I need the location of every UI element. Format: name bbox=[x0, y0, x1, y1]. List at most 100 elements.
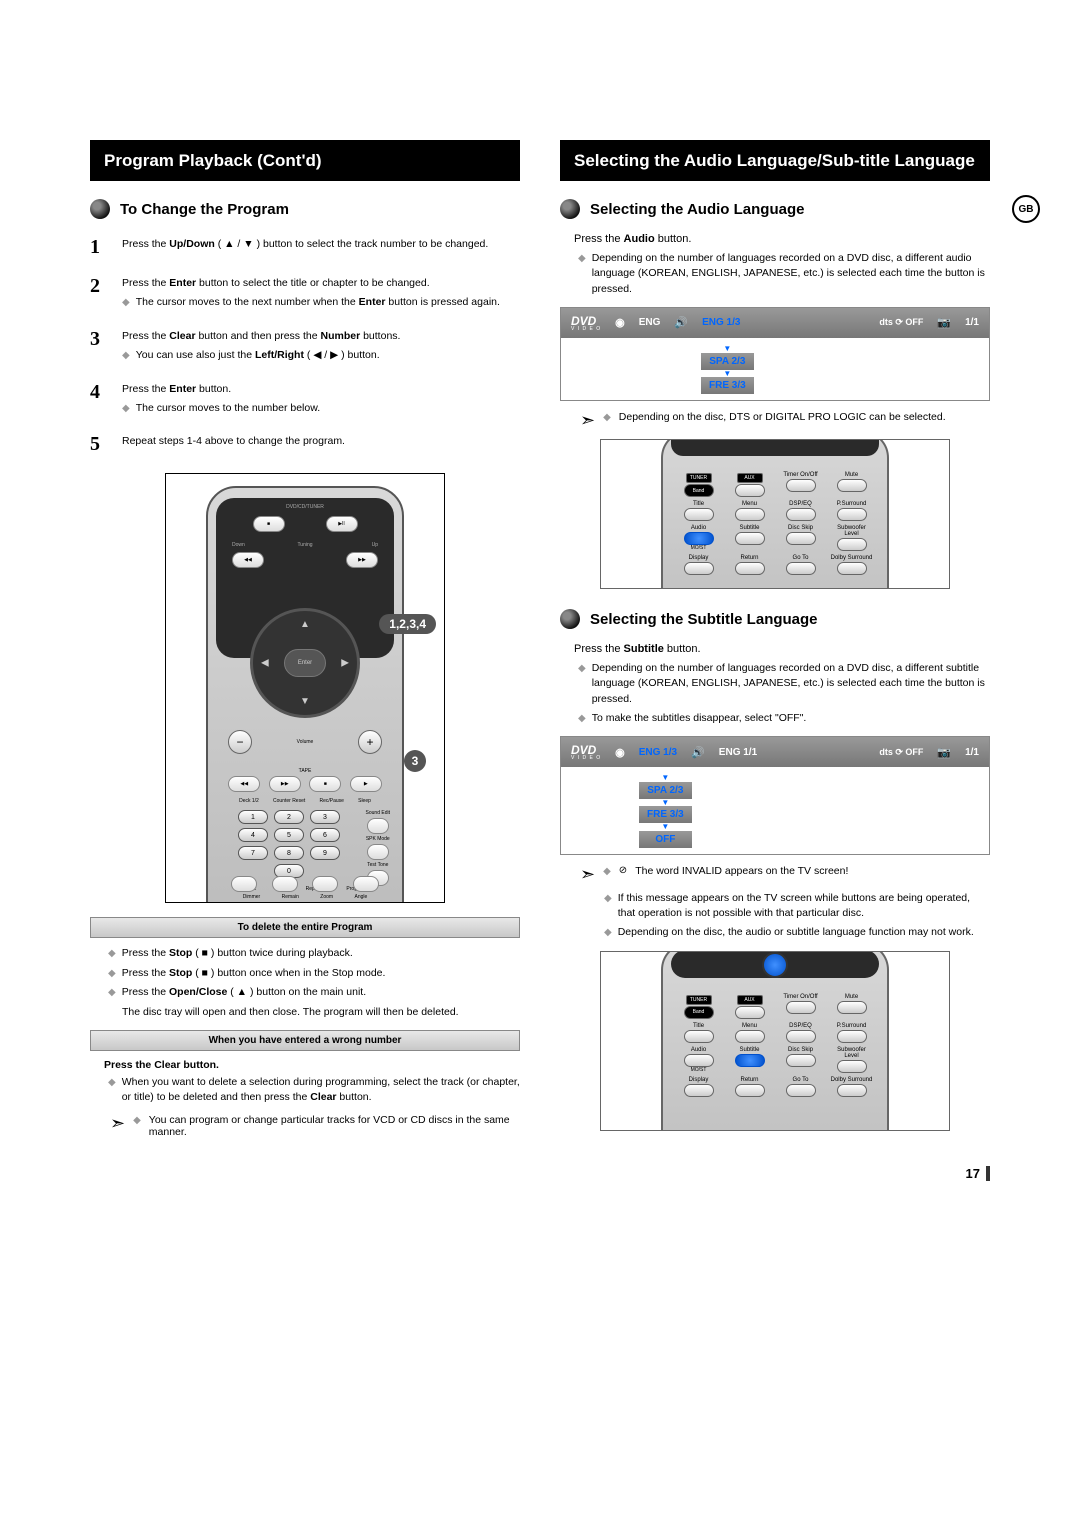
step-body: Press the Up/Down ( ▲ / ▼ ) button to se… bbox=[122, 233, 520, 262]
dpad: ▲ ▼ ◀ ▶ Enter bbox=[250, 608, 360, 718]
mini-pill bbox=[786, 562, 816, 575]
down-arrow-icon: ▼ bbox=[639, 824, 692, 830]
diamond-icon: ◆ bbox=[108, 966, 116, 982]
test-tone-label: Test Tone bbox=[367, 862, 388, 868]
num-4: 4 bbox=[238, 828, 268, 842]
callout-1234: 1,2,3,4 bbox=[379, 614, 436, 634]
right-column: Selecting the Audio Language/Sub-title L… bbox=[560, 140, 990, 1146]
tape-label: TAPE bbox=[224, 768, 386, 774]
mini-lbl: Disc Skip bbox=[788, 1047, 813, 1053]
down-arrow-icon: ▼ bbox=[701, 346, 754, 352]
remote-illustration: DVD/CD/TUNER ■ ▶II Down Tuning Up ◀◀ ▶▶ bbox=[165, 473, 445, 903]
dim-btn bbox=[272, 876, 298, 892]
remote-top-label: DVD/CD/TUNER bbox=[216, 504, 394, 510]
dim-label: Angle bbox=[354, 894, 367, 900]
left-arrow-icon: ◀ bbox=[261, 658, 269, 669]
down-arrow-icon: ▼ bbox=[300, 696, 310, 707]
dim-btn bbox=[353, 876, 379, 892]
sub-header-text: Selecting the Subtitle Language bbox=[590, 611, 818, 628]
inv-note1: If this message appears on the TV screen… bbox=[618, 891, 990, 921]
gb-badge: GB bbox=[1012, 195, 1040, 223]
deck-label: Rec/Pause bbox=[319, 798, 343, 804]
mini-remote-subtitle: TUNERBand AUX Timer On/Off Mute Title Me… bbox=[600, 951, 950, 1131]
press-clear-header: Press the Clear button. bbox=[104, 1059, 520, 1071]
num-3: 3 bbox=[310, 810, 340, 824]
invalid-text: The word INVALID appears on the TV scree… bbox=[635, 865, 848, 877]
mini-lbl: Go To bbox=[793, 1077, 809, 1083]
bullet-icon bbox=[90, 199, 110, 219]
sub-header-text: Selecting the Audio Language bbox=[590, 201, 804, 218]
note: Press the Stop ( ■ ) button once when in… bbox=[122, 966, 520, 982]
tuner-btn: TUNER bbox=[686, 473, 712, 483]
tape-rew-icon: ◀◀ bbox=[228, 776, 260, 792]
sub-note2: To make the subtitles disappear, select … bbox=[592, 711, 990, 727]
camera-icon: 📷 bbox=[937, 316, 951, 329]
stop-icon: ■ bbox=[253, 516, 285, 532]
play-pause-icon: ▶II bbox=[326, 516, 358, 532]
diamond-icon: ◆ bbox=[604, 891, 612, 921]
mini-lbl: DSP/EQ bbox=[789, 501, 812, 507]
mini-lbl: Display bbox=[689, 1077, 709, 1083]
numpad: 123 456 789 0 bbox=[238, 810, 348, 878]
mini-pill bbox=[735, 1084, 765, 1097]
mini-pill bbox=[837, 1060, 867, 1073]
num-7: 7 bbox=[238, 846, 268, 860]
down-arrow-icon: ▼ bbox=[639, 800, 692, 806]
mini-lbl: Subtitle bbox=[739, 525, 759, 531]
most-lbl: MO/ST bbox=[677, 1067, 720, 1073]
mini-lbl: Audio bbox=[691, 525, 706, 531]
diamond-icon: ◆ bbox=[578, 661, 586, 707]
mini-pill bbox=[837, 1030, 867, 1043]
sub-header-subtitle-lang: Selecting the Subtitle Language bbox=[560, 609, 990, 629]
num-9: 9 bbox=[310, 846, 340, 860]
tuner-btn: TUNER bbox=[686, 995, 712, 1005]
camera-icon: 📷 bbox=[937, 746, 951, 759]
mini-lbl: Dolby Surround bbox=[831, 1077, 873, 1083]
step-1: 1 Press the Up/Down ( ▲ / ▼ ) button to … bbox=[90, 233, 520, 262]
vol-up-icon: + bbox=[358, 730, 382, 754]
band-btn: Band bbox=[684, 484, 714, 497]
mini-pill bbox=[837, 562, 867, 575]
down-arrow-icon: ▼ bbox=[639, 775, 692, 781]
mini-pill bbox=[684, 1030, 714, 1043]
step-num: 5 bbox=[90, 430, 110, 459]
osd-subtitle: DVDV I D E O ◉ ENG 1/3 🔊 ENG 1/1 dts ⟳ O… bbox=[560, 736, 990, 855]
mini-lbl: Subwoofer Level bbox=[837, 1047, 866, 1059]
inv-note2: Depending on the disc, the audio or subt… bbox=[618, 925, 990, 941]
note: Press the Open/Close ( ▲ ) button on the… bbox=[122, 985, 520, 1001]
no-entry-icon: ⊘ bbox=[619, 865, 627, 876]
sub-header-audio-lang: Selecting the Audio Language bbox=[560, 199, 990, 219]
dim-btn bbox=[312, 876, 338, 892]
mini-pill bbox=[837, 538, 867, 551]
mini-lbl: Timer On/Off bbox=[783, 994, 817, 1000]
swoosh-icon: ➣ bbox=[110, 1114, 125, 1132]
page-number: 17 bbox=[90, 1166, 990, 1181]
mini-lbl: Subtitle bbox=[739, 1047, 759, 1053]
up-arrow-icon: ▲ bbox=[300, 619, 310, 630]
deck-label: Counter Reset bbox=[273, 798, 305, 804]
mini-pill bbox=[735, 1006, 765, 1019]
tape-play-icon: ▶ bbox=[350, 776, 382, 792]
mini-lbl: P.Surround bbox=[837, 501, 867, 507]
step-num: 3 bbox=[90, 325, 110, 368]
num-2: 2 bbox=[274, 810, 304, 824]
dim-btn bbox=[231, 876, 257, 892]
mini-lbl: Timer On/Off bbox=[783, 472, 817, 478]
speaker-icon: 🔊 bbox=[691, 746, 705, 759]
press-subtitle: Press the Subtitle button. bbox=[574, 643, 990, 655]
vcd-note: You can program or change particular tra… bbox=[149, 1114, 520, 1138]
step-2: 2 Press the Enter button to select the t… bbox=[90, 272, 520, 315]
audio-btn-highlighted bbox=[684, 532, 714, 545]
mini-pill bbox=[786, 532, 816, 545]
eng13: ENG 1/3 bbox=[639, 747, 677, 758]
deck-label: Deck 1/2 bbox=[239, 798, 259, 804]
num-5: 5 bbox=[274, 828, 304, 842]
right-arrow-icon: ▶ bbox=[341, 658, 349, 669]
dts-label: dts ⟳ OFF bbox=[879, 317, 923, 328]
diamond-icon: ◆ bbox=[578, 711, 586, 727]
mini-remote-audio: TUNERBand AUX Timer On/Off Mute Title Me… bbox=[600, 439, 950, 589]
osd-right: 1/1 bbox=[965, 317, 979, 328]
eng-label: ENG bbox=[639, 317, 661, 328]
sub-header-text: To Change the Program bbox=[120, 201, 289, 218]
mini-lbl: P.Surround bbox=[837, 1023, 867, 1029]
